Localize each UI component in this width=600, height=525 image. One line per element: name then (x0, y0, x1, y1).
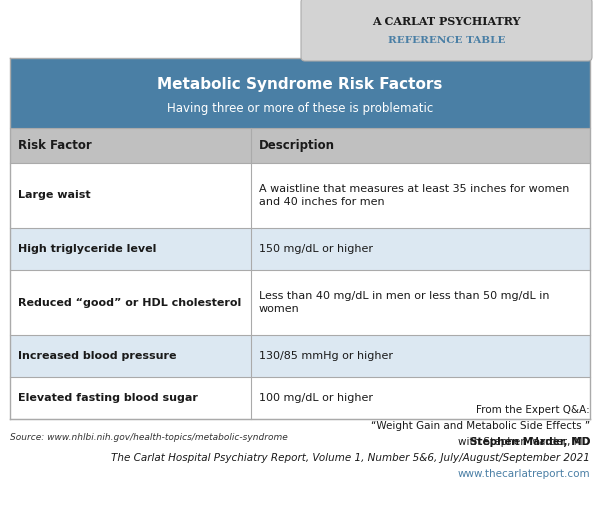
Text: REFERENCE TABLE: REFERENCE TABLE (388, 36, 505, 45)
Text: Having three or more of these is problematic: Having three or more of these is problem… (167, 102, 433, 115)
Text: Elevated fasting blood sugar: Elevated fasting blood sugar (18, 393, 198, 403)
Text: Reduced “good” or HDL cholesterol: Reduced “good” or HDL cholesterol (18, 298, 241, 308)
Bar (10, 377, 590, 419)
Text: Description: Description (259, 139, 335, 152)
Text: High triglyceride level: High triglyceride level (18, 244, 157, 254)
Text: Large waist: Large waist (18, 191, 91, 201)
Bar (10, 163, 590, 228)
Bar (10, 128, 590, 163)
Text: 130/85 mmHg or higher: 130/85 mmHg or higher (259, 351, 392, 361)
Text: Risk Factor: Risk Factor (18, 139, 92, 152)
Text: with ​Stephen Marder, MD: with ​Stephen Marder, MD (458, 437, 590, 447)
Text: A waistline that measures at least 35 inches for women
and 40 inches for men: A waistline that measures at least 35 in… (259, 184, 569, 207)
Text: A CARLAT PSYCHIATRY: A CARLAT PSYCHIATRY (372, 16, 521, 27)
Text: Stephen Marder, MD: Stephen Marder, MD (470, 437, 590, 447)
Bar (10, 335, 590, 377)
Text: Metabolic Syndrome Risk Factors: Metabolic Syndrome Risk Factors (157, 77, 443, 92)
Text: From the Expert Q&A:: From the Expert Q&A: (476, 405, 590, 415)
Text: “Weight Gain and Metabolic Side Effects ”: “Weight Gain and Metabolic Side Effects … (371, 421, 590, 431)
FancyBboxPatch shape (301, 0, 592, 61)
Text: The Carlat Hospital Psychiatry Report, Volume 1, Number 5&6, July/August/Septemb: The Carlat Hospital Psychiatry Report, V… (111, 453, 590, 463)
Bar (10, 270, 590, 335)
Text: Less than 40 mg/dL in men or less than 50 mg/dL in
women: Less than 40 mg/dL in men or less than 5… (259, 291, 549, 314)
Text: 100 mg/dL or higher: 100 mg/dL or higher (259, 393, 373, 403)
Text: Source: www.nhlbi.nih.gov/health-topics/metabolic-syndrome: Source: www.nhlbi.nih.gov/health-topics/… (10, 433, 288, 442)
Text: Increased blood pressure: Increased blood pressure (18, 351, 176, 361)
Text: www.thecarlatreport.com: www.thecarlatreport.com (457, 469, 590, 479)
Text: 150 mg/dL or higher: 150 mg/dL or higher (259, 244, 373, 254)
Bar (10, 228, 590, 270)
Bar (10, 58, 590, 128)
